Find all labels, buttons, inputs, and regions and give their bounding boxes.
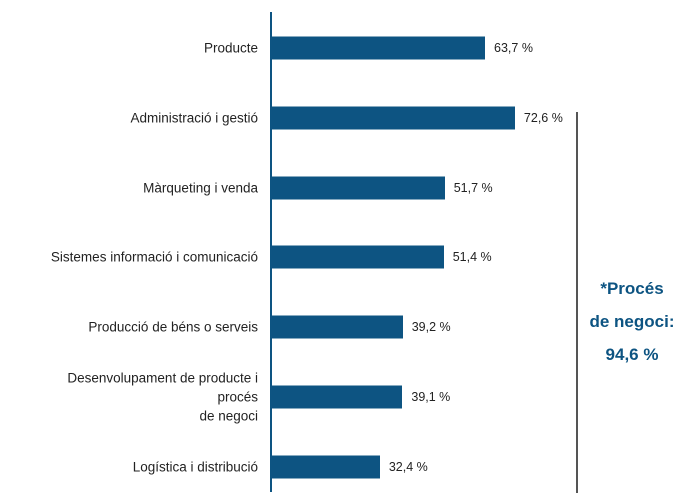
bar [271, 455, 380, 479]
bar [271, 106, 515, 130]
bar [271, 245, 444, 269]
category-label: Desenvolupament de producte i procés de … [67, 370, 258, 424]
bar [271, 315, 403, 339]
category-label: Administració i gestió [130, 110, 258, 126]
value-label: 51,4 % [452, 250, 492, 265]
category-label: Producció de béns o serveis [88, 319, 258, 335]
bar [271, 176, 445, 200]
value-label: 72,6 % [523, 110, 563, 125]
category-label: Logística i distribució [132, 459, 258, 475]
value-label: 39,1 % [411, 390, 451, 404]
category-label: Sistemes informació i comunicació [50, 249, 258, 265]
value-label: 32,4 % [388, 459, 428, 474]
annotation: de negoci: [589, 312, 675, 331]
value-label: 39,2 % [411, 320, 451, 335]
bar [271, 36, 486, 60]
bar [271, 385, 403, 409]
annotation: 94,6 % [605, 345, 659, 364]
axis-line [270, 12, 272, 492]
bracket-line [576, 112, 578, 493]
category-label: Màrqueting i venda [143, 180, 258, 196]
value-label: 51,7 % [453, 180, 493, 195]
category-label: Producte [203, 40, 258, 56]
value-label: 63,7 % [494, 41, 533, 55]
annotation: *Procés [600, 279, 664, 298]
